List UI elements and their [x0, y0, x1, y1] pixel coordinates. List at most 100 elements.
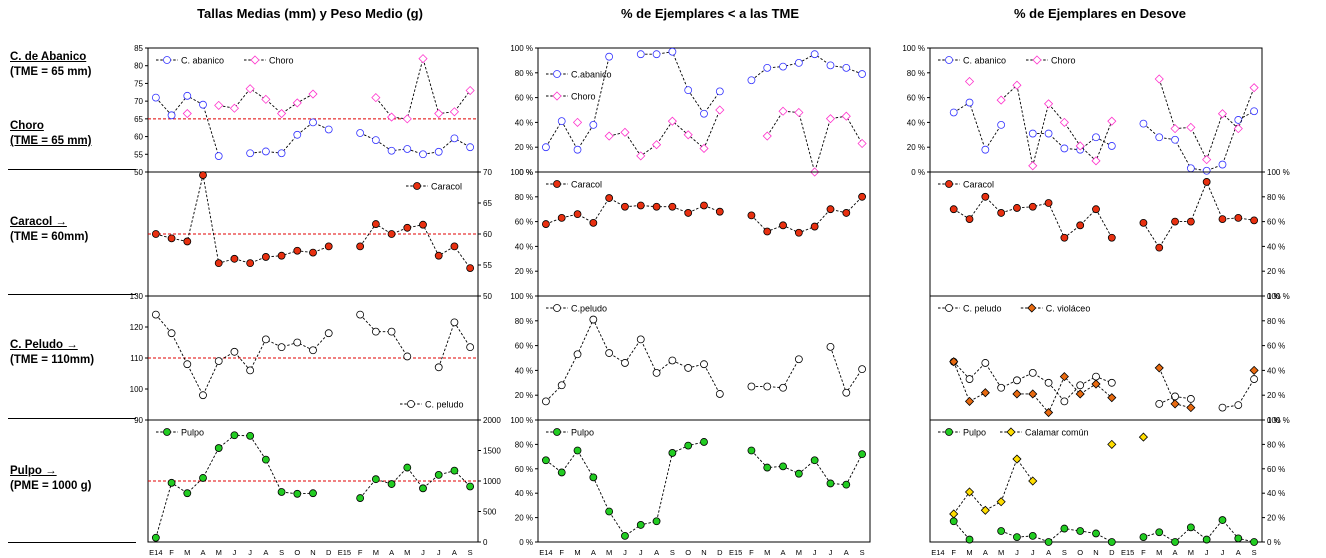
header-title-tme: % de Ejemplares < a las TME — [620, 6, 800, 21]
series-line — [1000, 84, 1113, 166]
data-point — [419, 220, 427, 229]
data-point — [1044, 129, 1053, 138]
data-point — [1076, 527, 1085, 535]
data-point — [668, 356, 677, 365]
x-tick-label: J — [1221, 548, 1225, 557]
data-point — [715, 87, 724, 96]
data-point — [1059, 372, 1069, 382]
series-line — [155, 314, 330, 397]
data-point — [1060, 233, 1069, 242]
data-point — [573, 210, 582, 219]
data-point — [997, 527, 1006, 535]
data-point — [1107, 439, 1117, 449]
data-point — [858, 365, 866, 374]
data-point — [230, 431, 239, 440]
data-point — [981, 359, 990, 367]
data-point — [1249, 365, 1259, 375]
data-point — [261, 94, 271, 104]
data-point — [151, 533, 160, 542]
legend-marker — [1032, 55, 1042, 65]
x-tick-label: D — [717, 548, 723, 557]
x-tick-label: A — [654, 548, 659, 557]
data-point — [1170, 124, 1180, 134]
y-tick-label: 55 — [134, 150, 143, 159]
side-label-peludo: C. Peludo → (TME = 110mm) — [10, 338, 94, 368]
data-point — [403, 352, 412, 361]
side-label-pulpo: Pulpo → (PME = 1000 g) — [10, 464, 92, 494]
data-point — [418, 54, 428, 64]
x-tick-label: M — [1188, 548, 1194, 557]
data-point — [981, 145, 990, 154]
data-point — [293, 489, 302, 498]
legend-label: C. violáceo — [1046, 304, 1091, 314]
data-point — [293, 130, 302, 139]
data-point — [151, 230, 160, 238]
series-line — [953, 361, 1112, 403]
data-point — [245, 84, 255, 94]
data-point — [557, 213, 566, 222]
y-tick-label: 40 % — [515, 118, 533, 127]
legend-label: Pulpo — [963, 428, 986, 438]
y-tick-label: 90 — [134, 416, 143, 425]
data-point — [981, 192, 990, 201]
data-point — [857, 138, 867, 149]
side-label-peludo-title: C. Peludo → — [10, 339, 78, 351]
data-point — [261, 455, 270, 464]
x-tick-label: E14 — [149, 548, 162, 557]
data-point — [826, 342, 835, 351]
data-point — [980, 388, 990, 398]
legend-marker — [553, 70, 561, 78]
panel-11-frame — [929, 419, 1263, 543]
y-tick-label: 40 % — [515, 242, 533, 251]
y-tick-label: 100 — [130, 385, 144, 394]
data-point — [996, 497, 1006, 507]
y-tick-label: 0 % — [519, 168, 533, 177]
data-point — [1028, 389, 1038, 399]
y-tick-label: 60 — [134, 133, 143, 142]
side-label-choro-title: Choro — [10, 120, 44, 132]
data-point — [356, 494, 365, 502]
legend-marker — [945, 56, 953, 64]
data-point — [964, 76, 975, 87]
data-point — [684, 364, 693, 372]
legend-label: C. peludo — [963, 304, 1002, 314]
data-point — [1044, 99, 1054, 109]
data-point — [1234, 116, 1243, 124]
data-point — [151, 93, 160, 102]
data-point — [1076, 221, 1085, 230]
data-point — [387, 146, 396, 155]
y-tick-label: 100 % — [1267, 292, 1290, 301]
data-point — [466, 343, 475, 352]
data-point — [794, 107, 804, 118]
data-point — [1028, 368, 1037, 377]
y-tick-label: 55 — [483, 261, 492, 270]
data-point — [605, 194, 614, 202]
y-tick-label: 60 % — [515, 465, 533, 474]
data-point — [1092, 205, 1100, 214]
x-tick-label: J — [1205, 548, 1209, 557]
series-line — [359, 132, 471, 155]
legend-label: Caracol — [431, 182, 462, 192]
y-tick-label: 75 — [134, 79, 143, 88]
data-point — [700, 109, 708, 118]
panel-10-frame — [929, 295, 1263, 421]
data-point — [450, 318, 459, 327]
data-point — [620, 127, 630, 137]
data-point — [183, 360, 192, 369]
data-point — [1107, 116, 1117, 126]
data-point — [261, 253, 270, 261]
data-point — [652, 517, 661, 526]
x-tick-label: J — [639, 548, 643, 557]
series-line — [545, 441, 705, 537]
x-tick-label: S — [1062, 548, 1067, 557]
data-point — [747, 446, 756, 455]
x-tick-label: O — [685, 548, 691, 557]
x-tick-label: N — [701, 548, 706, 557]
data-point — [949, 509, 959, 519]
y-tick-label: 70 — [134, 97, 143, 106]
series-line — [250, 121, 329, 154]
data-point — [700, 360, 708, 369]
y-tick-label: 100 % — [1267, 168, 1290, 177]
series-line — [1032, 133, 1113, 151]
legend-marker — [552, 91, 562, 101]
